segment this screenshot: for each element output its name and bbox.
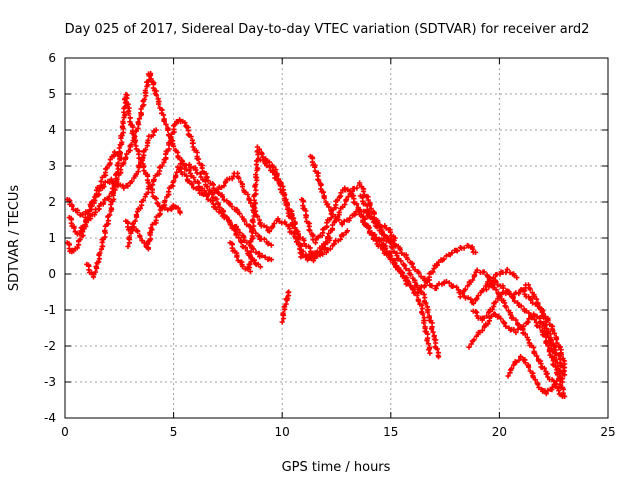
data-point-markers	[357, 193, 442, 360]
axis-ticks: 0 5 10 15 20 25 -4 -3 -2 -1 0 1 2 3 4 5 6	[44, 51, 616, 439]
data-point-markers	[307, 153, 398, 241]
y-axis-label: SDTVAR / TECUs	[7, 185, 22, 292]
series-arc-13	[357, 193, 442, 360]
data-point-markers	[518, 287, 568, 367]
series-arc-4	[84, 91, 183, 280]
chart-title: Day 025 of 2017, Sidereal Day-to-day VTE…	[65, 22, 590, 37]
series-arc-10	[279, 289, 292, 325]
x-tick-label: 10	[275, 425, 290, 439]
y-tick-label: 2	[48, 195, 56, 209]
x-tick-label: 15	[383, 425, 398, 439]
x-tick-label: 5	[170, 425, 178, 439]
y-tick-label: 3	[48, 159, 56, 173]
series-arc-3	[66, 70, 274, 263]
series-arc-17	[457, 267, 565, 399]
data-marks	[64, 70, 568, 399]
y-tick-label: 6	[48, 51, 56, 65]
y-tick-label: -1	[44, 303, 56, 317]
x-tick-label: 25	[600, 425, 615, 439]
y-tick-label: -3	[44, 375, 56, 389]
data-point-markers	[388, 236, 520, 306]
y-tick-label: 0	[48, 267, 56, 281]
y-tick-label: -4	[44, 411, 56, 425]
y-tick-label: 1	[48, 231, 56, 245]
y-tick-label: -2	[44, 339, 56, 353]
series-arc-21	[518, 287, 568, 367]
data-point-markers	[125, 117, 274, 249]
series-arc-22	[470, 288, 568, 399]
series-arc-5	[125, 117, 274, 249]
x-tick-label: 20	[492, 425, 507, 439]
series-arc-12	[307, 153, 398, 241]
x-axis-label: GPS time / hours	[282, 460, 391, 475]
y-tick-label: 5	[48, 87, 56, 101]
series-arc-16	[388, 236, 520, 306]
data-point-markers	[84, 91, 183, 280]
data-point-markers	[457, 267, 565, 399]
data-point-markers	[470, 288, 568, 399]
y-tick-label: 4	[48, 123, 56, 137]
x-tick-label: 0	[61, 425, 69, 439]
data-point-markers	[66, 70, 274, 263]
series-arc-2	[64, 127, 159, 221]
data-point-markers	[64, 127, 159, 221]
data-point-markers	[279, 289, 292, 325]
